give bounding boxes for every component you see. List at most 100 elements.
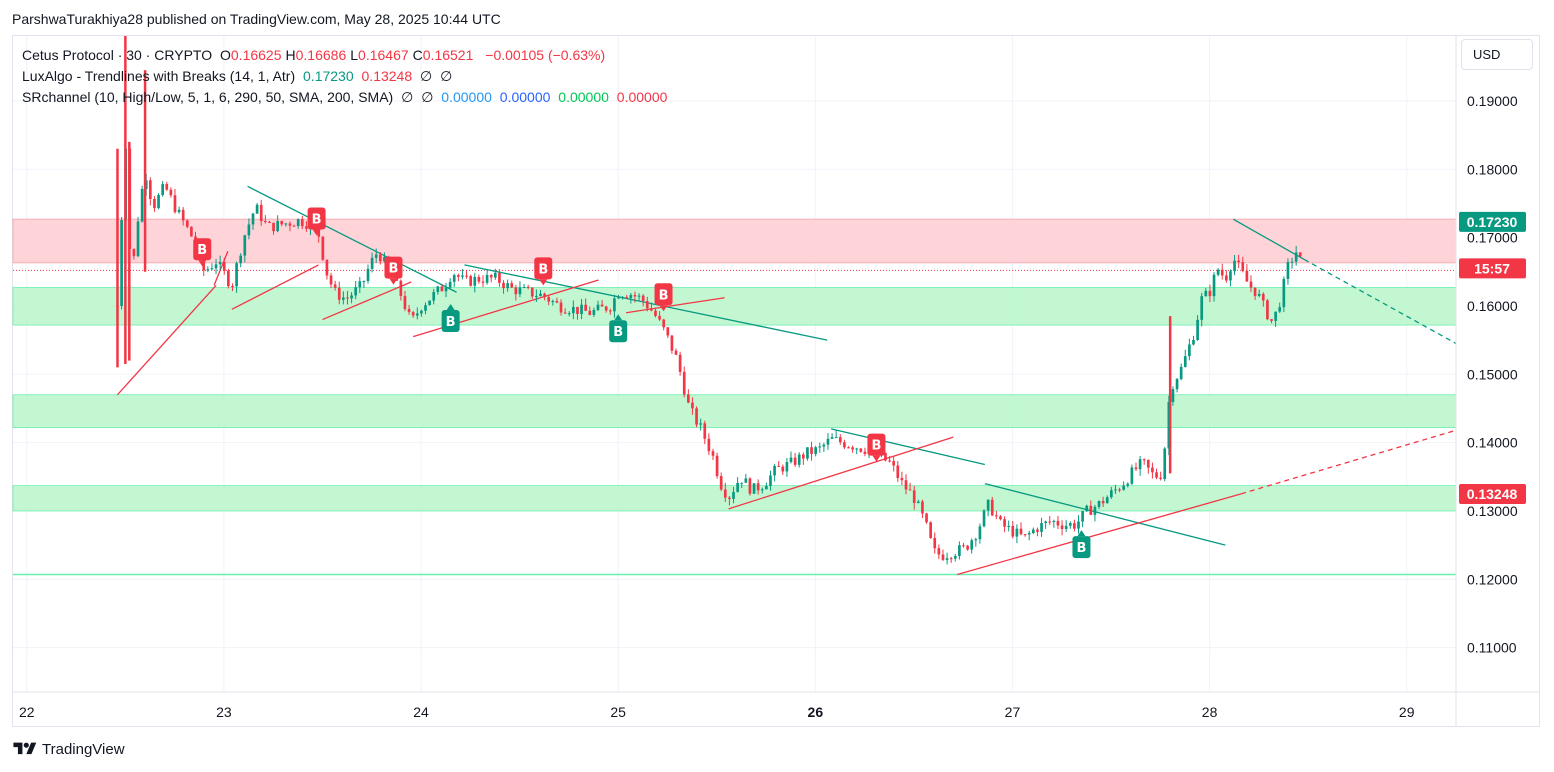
- price-label-bg: [1459, 211, 1526, 232]
- trendline-support: [213, 251, 229, 286]
- candle-body: [728, 497, 731, 499]
- candle-body: [1270, 319, 1273, 321]
- candle-body: [518, 287, 522, 295]
- candle-body: [140, 189, 144, 222]
- time-axis[interactable]: 22 23 24 25 26 27 28 29: [13, 691, 1540, 720]
- price-axis[interactable]: 0.19000 0.18000 0.17000 0.16000 0.15000 0.140…: [1455, 36, 1518, 727]
- candle-body: [370, 257, 374, 269]
- candle-body: [916, 501, 920, 503]
- candle-body: [157, 195, 160, 209]
- candle-body: [637, 295, 641, 297]
- candle-body: [1068, 523, 1072, 526]
- candle-body: [670, 335, 674, 351]
- candle-body: [436, 286, 440, 292]
- candle-body: [892, 461, 896, 466]
- candle-body: [485, 275, 489, 283]
- candle-body: [699, 423, 702, 425]
- candle-body: [884, 452, 887, 461]
- candle-body: [440, 286, 444, 292]
- candle-body: [165, 184, 169, 190]
- candle-body: [1233, 260, 1236, 272]
- y-tick-label: 0.17000: [1467, 230, 1518, 246]
- candle-body: [641, 295, 645, 302]
- currency-button[interactable]: USD: [1461, 39, 1533, 70]
- candle-body: [477, 277, 481, 282]
- candle-body: [469, 276, 473, 286]
- candle-body: [411, 312, 415, 316]
- signal-break-up: B: [441, 303, 460, 332]
- candle-body: [448, 281, 452, 288]
- candle-body: [432, 291, 436, 301]
- signal-break-up: B: [609, 314, 628, 343]
- candle-body: [161, 184, 164, 196]
- candle-body: [1290, 261, 1294, 263]
- candle-body: [855, 448, 859, 450]
- trendline-support: [116, 284, 217, 396]
- candle-body: [169, 189, 173, 196]
- candle-body: [362, 281, 366, 283]
- candle-body: [288, 223, 292, 226]
- candle-body: [744, 478, 748, 483]
- candle-body: [740, 482, 744, 484]
- signal-label: B: [659, 288, 669, 303]
- candle-body: [1142, 459, 1146, 461]
- legend-luxalgo-row[interactable]: LuxAlgo - Trendlines with Breaks (14, 1,…: [22, 66, 671, 87]
- candle-body: [276, 221, 279, 232]
- candle-body: [834, 437, 838, 439]
- legend-symbol-row[interactable]: Cetus Protocol · 30 · CRYPTO O0.16625 H0.…: [22, 45, 671, 66]
- candle-body: [1118, 489, 1121, 491]
- legend-srchannel-row[interactable]: SRchannel (10, High/Low, 5, 1, 6, 290, 5…: [22, 87, 671, 108]
- candle-body: [982, 510, 986, 527]
- candle-body: [995, 515, 998, 517]
- candle-body: [424, 305, 427, 311]
- legend-close-label: C: [412, 47, 423, 63]
- trendline-resistance: [1303, 258, 1457, 345]
- candle-body: [1138, 459, 1142, 470]
- trendline-resistance: [464, 264, 828, 341]
- legend-sr-na-1: ∅: [401, 89, 414, 105]
- candle-body: [136, 221, 140, 257]
- x-tick-label: 26: [808, 704, 824, 720]
- legend-luxalgo-value-1: 0.17230: [303, 68, 354, 84]
- candle-body: [522, 287, 526, 289]
- candle-body: [227, 270, 230, 287]
- candle-body: [567, 313, 571, 315]
- candle-body: [986, 499, 990, 511]
- candle-body: [843, 442, 846, 448]
- candle-body: [333, 284, 337, 288]
- candle-body: [1105, 497, 1109, 504]
- candle-body: [633, 295, 637, 297]
- signal-badge: [441, 309, 460, 332]
- candle-body: [514, 287, 518, 295]
- candle-body: [1027, 532, 1031, 535]
- candle-body: [592, 310, 596, 315]
- candle-body: [1093, 506, 1097, 515]
- candle-body: [888, 460, 891, 462]
- candle-body: [489, 275, 493, 278]
- candle-body: [1183, 356, 1187, 367]
- tradingview-brand[interactable]: TradingView: [12, 740, 125, 758]
- candle-body: [814, 447, 817, 454]
- candle-body: [1220, 269, 1224, 276]
- candle-body: [526, 287, 530, 289]
- candle-body: [1237, 260, 1240, 263]
- signal-pointer: [872, 455, 881, 462]
- legend-open-label: O: [220, 47, 231, 63]
- candle-body: [247, 224, 251, 236]
- candle-body: [1073, 523, 1076, 529]
- candle-body: [687, 394, 690, 403]
- support-zone: [12, 394, 1457, 428]
- legend-luxalgo-na-2: ∅: [440, 68, 453, 84]
- legend-change: −0.00105 (−0.63%): [485, 47, 606, 63]
- candle-body: [838, 437, 842, 443]
- candle-body: [723, 489, 727, 498]
- candle-body: [958, 545, 961, 557]
- candle-body: [1253, 287, 1257, 296]
- candle-body: [481, 281, 485, 283]
- candle-body: [732, 491, 735, 499]
- candle-body: [711, 451, 715, 456]
- candle-body: [650, 308, 653, 311]
- y-tick-label: 0.15000: [1467, 366, 1518, 382]
- candle-body: [1146, 459, 1150, 468]
